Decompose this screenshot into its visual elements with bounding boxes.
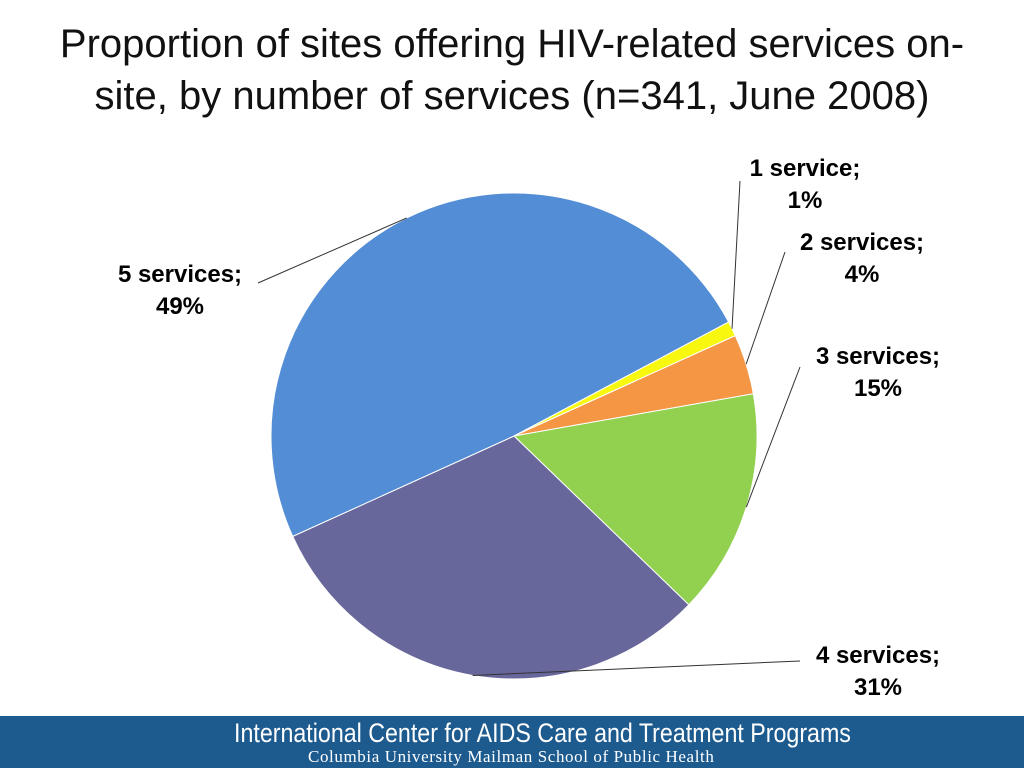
leader-line-3: [745, 366, 801, 508]
leader-line-2: [745, 251, 786, 365]
slice-label-2: 2 services; 4%: [800, 229, 924, 288]
pie-chart: 1 service; 1% 2 services; 4% 3 services; 15% 4…: [118, 155, 940, 701]
pie-slice-5: [270, 192, 730, 538]
leader-line-4: [472, 660, 801, 676]
title-line-1: Proportion of sites offering HIV-related…: [59, 22, 965, 66]
slice-label-1: 1 service; 1%: [750, 155, 861, 214]
footer-org-name: International Center for AIDS Care and T…: [234, 718, 851, 748]
slice-label-4: 4 services; 31%: [816, 642, 940, 701]
footer-school-name: Columbia University Mailman School of Pu…: [308, 747, 715, 766]
footer-bar: International Center for AIDS Care and T…: [0, 716, 1024, 768]
title-line-2: site, by number of services (n=341, June…: [94, 74, 930, 118]
leader-line-5: [257, 217, 407, 284]
slice-label-5: 5 services; 49%: [118, 261, 242, 320]
leader-line-1: [731, 180, 741, 329]
slice-label-3: 3 services; 15%: [816, 343, 940, 402]
slide-title: Proportion of sites offering HIV-related…: [0, 18, 1024, 122]
